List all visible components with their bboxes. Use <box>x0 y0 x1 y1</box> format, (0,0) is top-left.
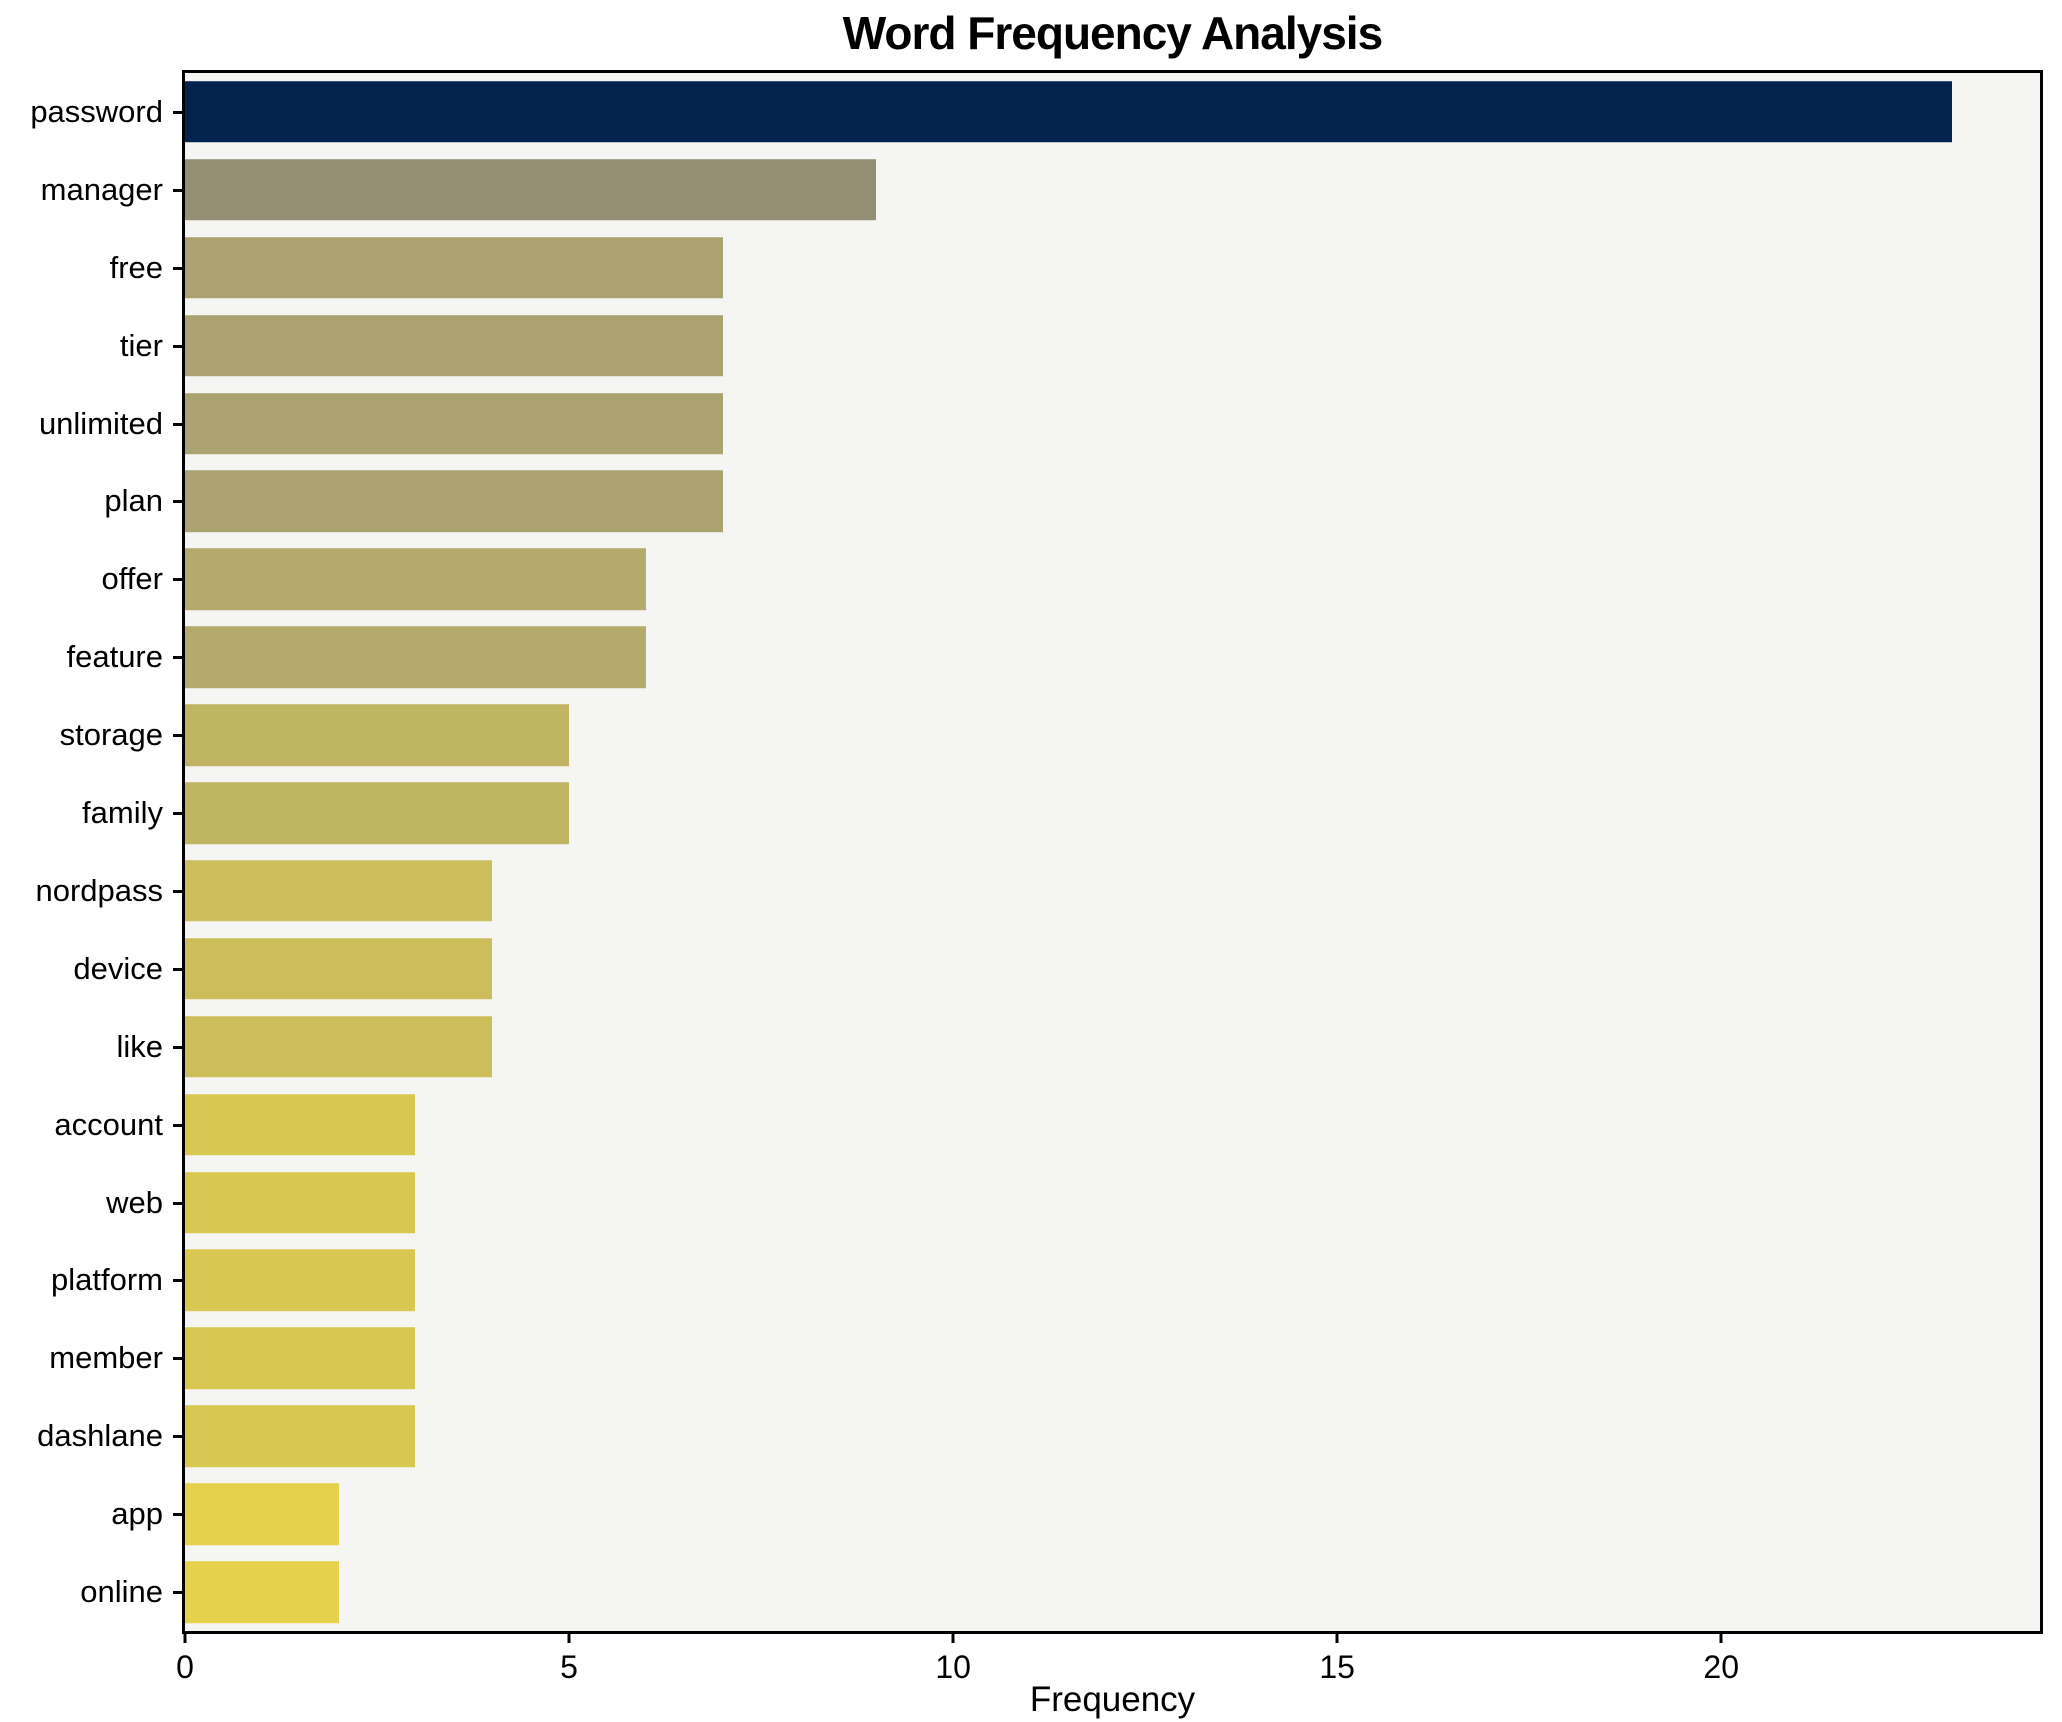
bar-member <box>185 1327 416 1390</box>
y-tick <box>173 500 185 504</box>
x-tick <box>567 1631 571 1643</box>
y-tick-label-online: online <box>80 1574 163 1610</box>
y-tick-label-password: password <box>30 93 163 129</box>
x-tick <box>1335 1631 1339 1643</box>
plot-area: password manager free tier unlimited plan offe… <box>30 70 2043 1685</box>
bar-row: plan <box>104 463 2040 541</box>
bar-web <box>185 1171 416 1234</box>
bar-online <box>185 1561 339 1623</box>
x-tick-label-10: 10 <box>935 1649 971 1685</box>
y-tick-label-manager: manager <box>40 171 163 207</box>
y-tick <box>173 422 185 426</box>
x-tick-label-5: 5 <box>560 1649 578 1685</box>
y-tick <box>173 1357 185 1361</box>
bar-row: unlimited <box>39 385 2040 463</box>
x-tick-label-0: 0 <box>176 1649 194 1685</box>
bar-row: feature <box>66 618 2040 696</box>
y-tick-label-storage: storage <box>59 717 163 753</box>
y-tick <box>173 1435 185 1439</box>
bar-row: dashlane <box>37 1397 2040 1475</box>
y-tick <box>173 1123 185 1127</box>
bar-row: manager <box>41 151 2040 229</box>
bar-row: family <box>82 774 2040 852</box>
y-tick-label-app: app <box>111 1496 163 1532</box>
bar-row: web <box>106 1164 2040 1242</box>
y-tick <box>173 578 185 582</box>
y-tick-label-family: family <box>82 795 163 831</box>
bar-like <box>185 1015 493 1078</box>
x-tick-label-20: 20 <box>1703 1649 1740 1685</box>
y-tick-label-offer: offer <box>101 561 163 597</box>
y-tick <box>173 967 185 971</box>
bar-row: online <box>80 1553 2040 1631</box>
y-tick <box>173 1513 185 1517</box>
y-tick-label-member: member <box>49 1340 163 1376</box>
bar-offer <box>185 548 646 611</box>
bar-dashlane <box>185 1405 416 1467</box>
bar-nordpass <box>185 860 493 922</box>
y-tick-label-dashlane: dashlane <box>37 1418 163 1454</box>
bar-row: storage <box>60 696 2040 774</box>
y-tick-label-plan: plan <box>104 483 163 519</box>
y-tick-label-platform: platform <box>51 1262 163 1298</box>
bar-device <box>185 938 493 1000</box>
y-tick-label-feature: feature <box>66 639 163 675</box>
bar-row: platform <box>51 1242 2040 1320</box>
y-tick-label-like: like <box>116 1028 163 1064</box>
bar-row: offer <box>102 540 2040 618</box>
y-tick-label-tier: tier <box>119 327 163 363</box>
bar-free <box>185 236 723 299</box>
y-tick <box>173 344 185 348</box>
bar-family <box>185 782 570 844</box>
bar-row: like <box>116 1008 2040 1086</box>
bar-manager <box>185 159 877 221</box>
bar-row: device <box>73 930 2040 1008</box>
x-tick-label-15: 15 <box>1319 1649 1355 1685</box>
y-tick <box>173 656 185 660</box>
y-tick <box>173 1591 185 1595</box>
x-tick <box>951 1631 955 1643</box>
bar-row: member <box>49 1319 2040 1397</box>
y-tick <box>173 889 185 893</box>
y-tick <box>173 188 185 192</box>
bar-password <box>185 81 1952 143</box>
y-tick <box>173 110 185 114</box>
bar-row: nordpass <box>35 852 2040 930</box>
bar-row: password <box>30 73 2040 151</box>
y-tick <box>173 734 185 738</box>
y-tick-label-unlimited: unlimited <box>38 405 163 441</box>
x-tick <box>1719 1631 1723 1643</box>
x-tick <box>183 1631 187 1643</box>
y-tick-label-web: web <box>106 1184 163 1220</box>
bar-platform <box>185 1249 416 1312</box>
x-axis-label: Frequency <box>1029 1680 1196 1719</box>
y-tick <box>173 1201 185 1205</box>
bar-feature <box>185 626 646 688</box>
y-tick-label-account: account <box>54 1106 163 1142</box>
y-tick-label-nordpass: nordpass <box>35 872 163 908</box>
y-tick <box>173 1279 185 1283</box>
y-tick <box>173 812 185 816</box>
y-tick <box>173 266 185 270</box>
chart-title: Word Frequency Analysis <box>842 7 1383 59</box>
bar-account <box>185 1093 416 1156</box>
y-tick <box>173 1045 185 1049</box>
bar-app <box>185 1483 339 1545</box>
y-tick-label-free: free <box>109 249 163 285</box>
bar-row: app <box>111 1475 2040 1553</box>
bar-storage <box>185 704 570 766</box>
bar-row: free <box>110 229 2040 307</box>
bar-row: tier <box>120 307 2040 385</box>
bar-tier <box>185 314 723 377</box>
y-tick-label-device: device <box>73 950 163 986</box>
bar-unlimited <box>185 392 723 455</box>
bar-row: account <box>54 1086 2040 1164</box>
bar-plan <box>185 470 723 533</box>
